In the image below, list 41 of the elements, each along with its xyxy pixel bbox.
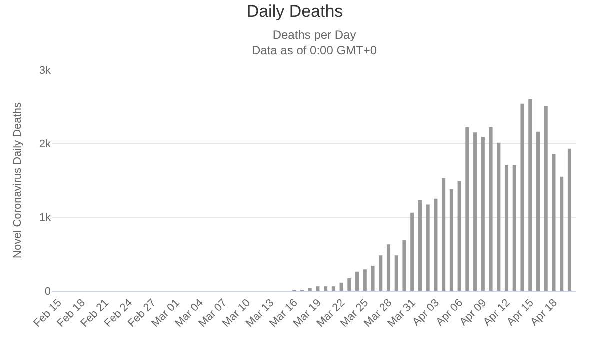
bar [363,270,367,291]
bar [466,127,470,291]
bar [340,282,344,291]
bar [379,256,383,291]
bar [394,256,398,291]
y-tick-label: 2k [39,138,52,151]
bar [442,178,446,291]
bar [560,176,564,291]
bar [356,272,360,291]
bar [308,288,312,291]
bar [371,266,375,291]
chart-subtitle: Deaths per Day Data as of 0:00 GMT+0 [252,28,378,58]
bar [481,137,485,291]
bar [458,181,462,291]
bar [324,286,328,291]
bar [332,286,336,291]
bar [497,142,501,291]
y-axis-title: Novel Coronavirus Daily Deaths [12,102,24,258]
chart-title: Daily Deaths [246,2,344,22]
bar [474,132,478,291]
bar [536,132,540,291]
bar [544,106,548,291]
y-tick-label: 0 [44,286,51,298]
bar [512,165,516,291]
bar [450,189,454,291]
bar [348,278,352,291]
bar [316,286,320,291]
bar [386,244,391,291]
bar [520,104,524,291]
bar [489,127,493,291]
bar [568,148,572,291]
bar [552,154,556,291]
bar [418,200,422,291]
bar [504,165,509,291]
bar [528,99,532,291]
y-tick-label: 3k [39,64,52,77]
bar [426,204,430,291]
bar [410,212,414,291]
bar [434,198,438,291]
bar [402,240,406,291]
y-tick-label: 1k [39,212,52,224]
